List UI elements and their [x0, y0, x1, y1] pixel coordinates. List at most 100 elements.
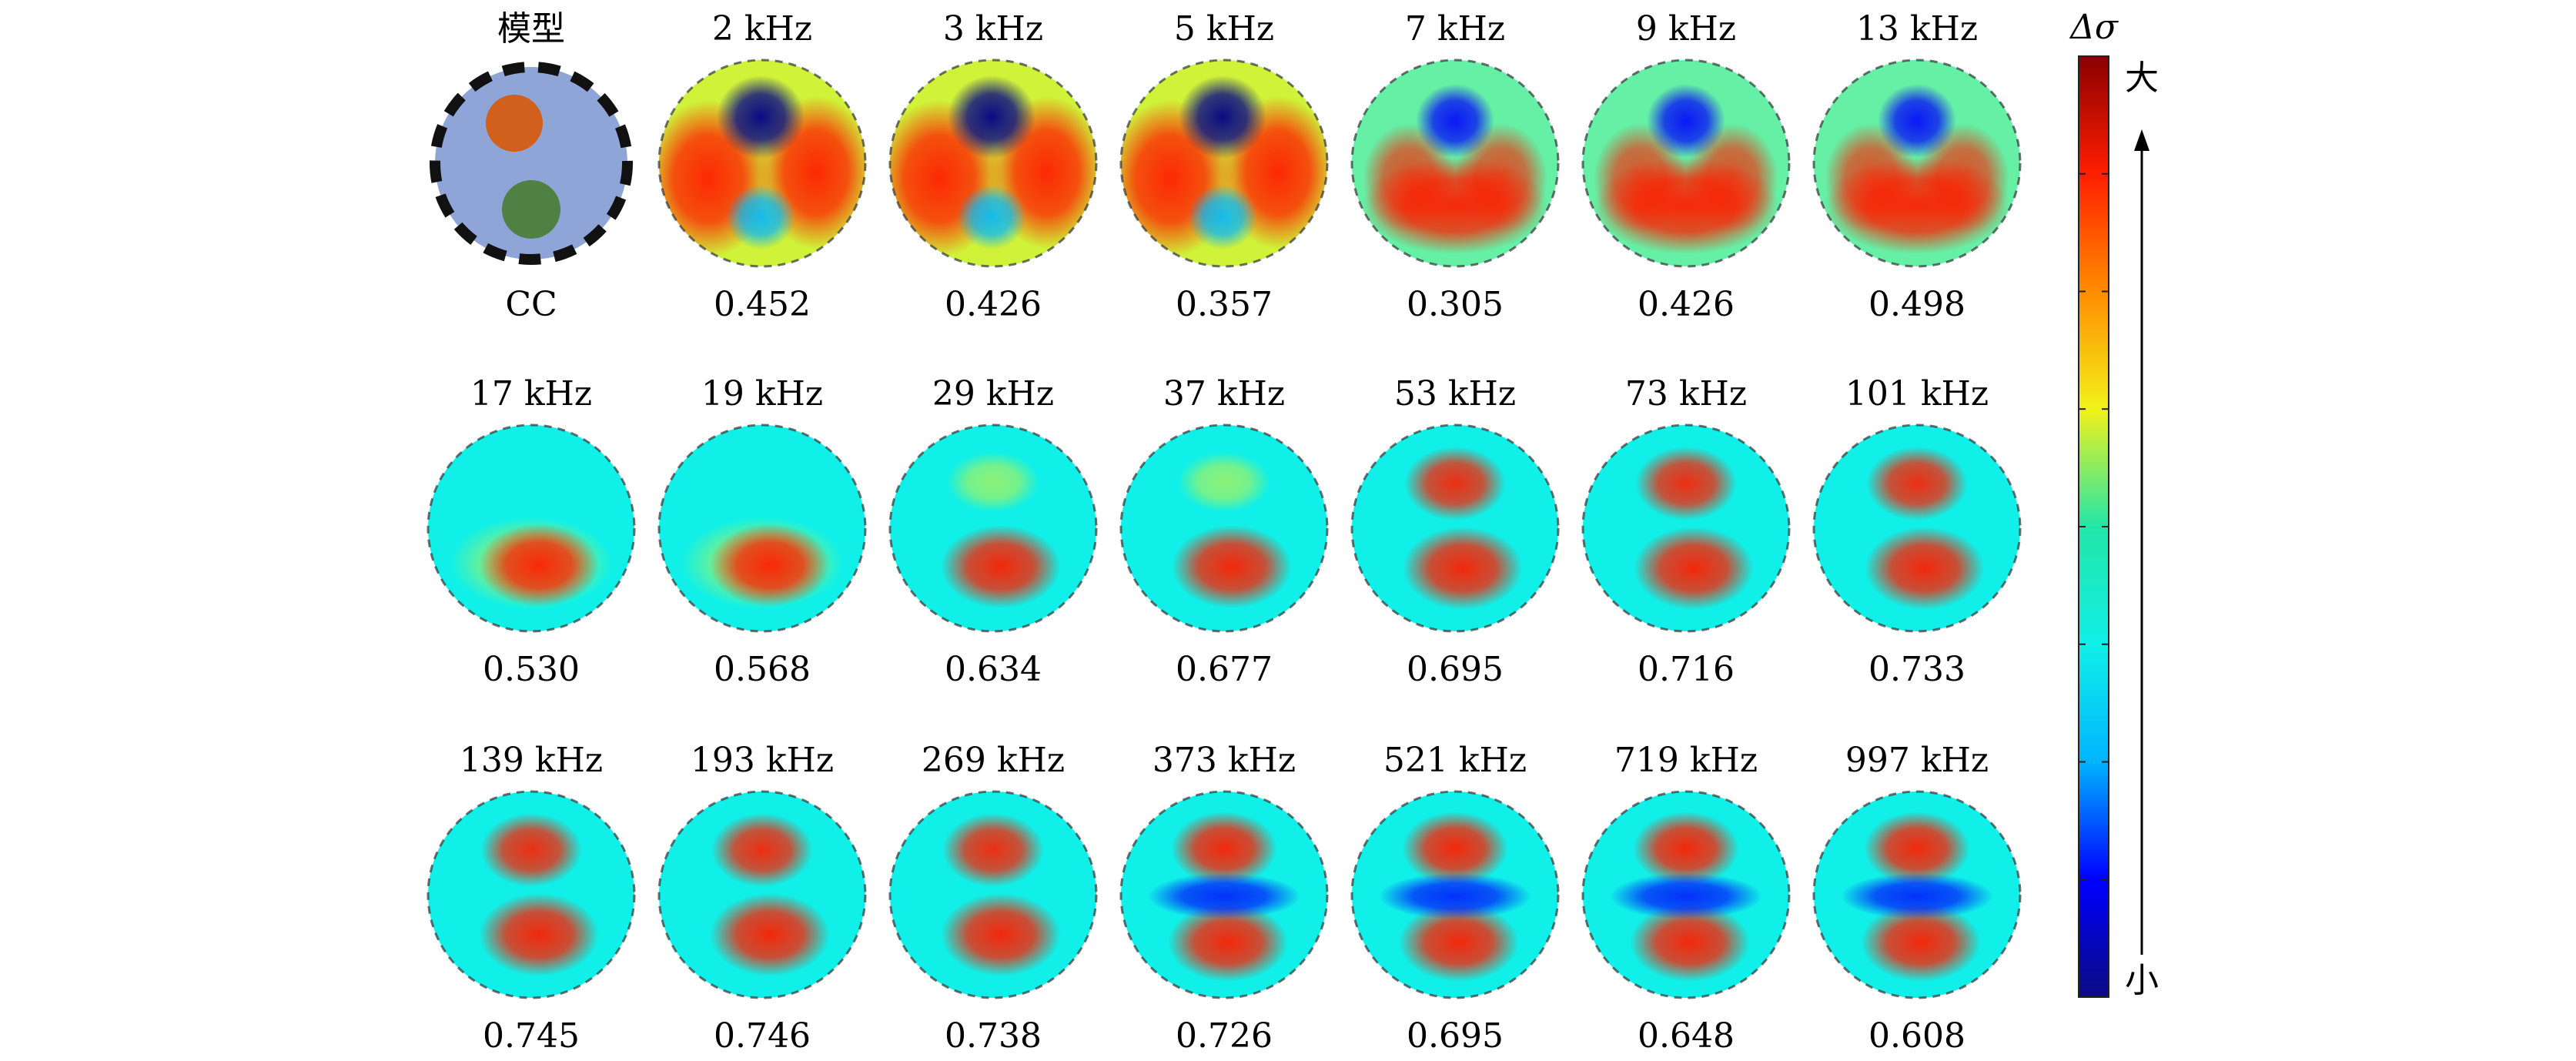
conductivity-blob	[1172, 525, 1292, 608]
correlation-value: 0.746	[714, 1016, 811, 1056]
conductivity-blob	[1171, 812, 1277, 885]
frequency-label: 521 kHz	[1383, 741, 1527, 780]
model-panel: 模型 CC	[430, 9, 633, 324]
conductivity-blob	[947, 452, 1039, 512]
conductivity-blob	[1179, 75, 1266, 159]
reconstruction-panel: 37 kHz 0.677	[1119, 374, 1329, 689]
conductivity-blob	[1379, 873, 1531, 919]
correlation-value: 0.726	[1176, 1016, 1273, 1056]
correlation-value: 0.452	[714, 285, 811, 324]
domain-boundary	[1119, 790, 1329, 999]
domain-boundary	[1350, 59, 1560, 268]
domain-boundary	[1119, 423, 1329, 633]
correlation-value: 0.745	[483, 1016, 580, 1056]
frequency-label: 19 kHz	[701, 374, 823, 413]
frequency-label: 5 kHz	[1174, 9, 1274, 49]
colorbar-low-label: 小	[2125, 961, 2159, 1000]
correlation-value: 0.426	[945, 285, 1042, 324]
frequency-label: 139 kHz	[460, 741, 603, 780]
conductivity-blob	[1865, 527, 1985, 610]
correlation-value: 0.530	[483, 650, 580, 689]
conductivity-blob	[1825, 123, 1917, 234]
frequency-label: 3 kHz	[943, 9, 1043, 49]
reconstruction-panel: 997 kHz 0.608	[1812, 741, 2022, 1056]
frequency-label: 2 kHz	[712, 9, 812, 49]
model-inclusion-green	[502, 180, 560, 239]
frequency-label: 29 kHz	[932, 374, 1054, 413]
conductivity-blob	[1178, 452, 1270, 512]
correlation-value: 0.733	[1868, 650, 1965, 689]
frequency-label: 7 kHz	[1405, 9, 1505, 49]
correlation-value: 0.648	[1638, 1016, 1735, 1056]
reconstruction-panel: 7 kHz 0.305	[1350, 9, 1560, 324]
conductivity-blob	[1363, 123, 1455, 234]
reconstruction-panel: 2 kHz 0.452	[657, 9, 867, 324]
domain-boundary	[1350, 790, 1560, 999]
reconstruction-panels: 2 kHz 0.452 3 kHz 0.426 5 kHz 0.357 7 kHz 0.305…	[427, 9, 2022, 1056]
conductivity-blob	[1866, 447, 1968, 520]
domain-boundary	[888, 59, 1098, 268]
conductivity-blob	[710, 524, 830, 607]
correlation-value: 0.608	[1868, 1016, 1965, 1056]
reconstruction-panel: 5 kHz 0.357	[1119, 9, 1329, 324]
frequency-label: 719 kHz	[1614, 741, 1758, 780]
colorbar: Δσ 大 小	[2069, 8, 2159, 1000]
conductivity-blob	[480, 813, 582, 887]
conductivity-blob	[1630, 903, 1750, 982]
reconstruction-panel: 73 kHz 0.716	[1581, 374, 1791, 689]
reconstruction-panel: 3 kHz 0.426	[888, 9, 1098, 324]
frequency-label: 269 kHz	[922, 741, 1065, 780]
conductivity-blob	[1878, 84, 1956, 158]
frequency-label: 37 kHz	[1163, 374, 1285, 413]
frequency-label: 17 kHz	[470, 374, 592, 413]
conductivity-blob	[1686, 123, 1778, 234]
frequency-label: 73 kHz	[1625, 374, 1747, 413]
correlation-value: 0.634	[945, 650, 1042, 689]
correlation-value: 0.695	[1407, 1016, 1504, 1056]
correlation-value: 0.568	[714, 650, 811, 689]
conductivity-blob	[1634, 527, 1754, 610]
domain-boundary	[1812, 423, 2022, 633]
conductivity-blob	[479, 893, 599, 976]
conductivity-blob	[1635, 447, 1737, 520]
reconstruction-panel: 101 kHz 0.733	[1812, 374, 2022, 689]
model-inclusion-orange	[486, 95, 543, 152]
correlation-value: 0.695	[1407, 650, 1504, 689]
conductivity-blob	[711, 813, 813, 887]
reconstruction-panel: 139 kHz 0.745	[427, 741, 636, 1056]
reconstruction-panel: 373 kHz 0.726	[1119, 741, 1329, 1056]
conductivity-blob	[1864, 812, 1970, 885]
conductivity-blob	[942, 813, 1044, 887]
domain-boundary	[888, 423, 1098, 633]
frequency-label: 101 kHz	[1845, 374, 1989, 413]
domain-boundary	[1812, 790, 2022, 999]
conductivity-blob	[1633, 812, 1739, 885]
reconstruction-panel: 19 kHz 0.568	[657, 374, 867, 689]
conductivity-blob	[941, 525, 1061, 608]
domain-boundary	[427, 790, 636, 999]
domain-boundary	[657, 423, 867, 633]
reconstruction-panel: 719 kHz 0.648	[1581, 741, 1791, 1056]
conductivity-blob	[1647, 84, 1725, 158]
frequency-label: 373 kHz	[1153, 741, 1296, 780]
conductivity-blob	[1399, 903, 1519, 982]
domain-boundary	[1581, 59, 1791, 268]
correlation-value: 0.716	[1638, 650, 1735, 689]
conductivity-blob	[948, 75, 1035, 159]
conductivity-blob	[1168, 903, 1288, 982]
reconstruction-panel: 17 kHz 0.530	[427, 374, 636, 689]
reconstruction-panel: 269 kHz 0.738	[888, 741, 1098, 1056]
domain-boundary	[1119, 59, 1329, 268]
domain-boundary	[888, 790, 1098, 999]
domain-boundary	[427, 423, 636, 633]
conductivity-blob	[1416, 84, 1494, 158]
conductivity-blob	[479, 524, 599, 607]
conductivity-blob	[726, 185, 795, 249]
model-title: 模型	[497, 9, 565, 49]
reconstruction-panel: 29 kHz 0.634	[888, 374, 1098, 689]
colorbar-high-label: 大	[2125, 59, 2159, 98]
frequency-label: 9 kHz	[1636, 9, 1736, 49]
reconstruction-panel: 9 kHz 0.426	[1581, 9, 1791, 324]
reconstruction-panel: 521 kHz 0.695	[1350, 741, 1560, 1056]
domain-boundary	[657, 790, 867, 999]
